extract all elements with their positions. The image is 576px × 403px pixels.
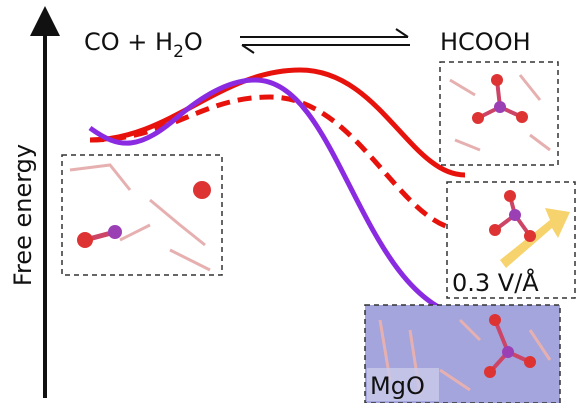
snapshot-product bbox=[439, 61, 559, 166]
equilibrium-arrows bbox=[240, 28, 410, 54]
snapshot-reactant bbox=[61, 154, 223, 276]
field-label: 0.3 V/Å bbox=[452, 268, 539, 297]
curve-field bbox=[89, 94, 466, 233]
surface-label: MgO bbox=[370, 372, 425, 400]
axis-label: Free energy bbox=[9, 144, 37, 286]
snapshot-field: 0.3 V/Å bbox=[446, 181, 576, 299]
curve-neutral bbox=[89, 67, 466, 178]
subscript: 2 bbox=[173, 42, 184, 62]
reactant: CO + H2O bbox=[84, 28, 203, 62]
snapshot-mgo: MgO bbox=[364, 304, 561, 403]
reactant-part: CO + H bbox=[84, 28, 173, 56]
axis-arrowhead bbox=[30, 6, 60, 36]
curve-mgo bbox=[88, 77, 469, 321]
reactant-part: O bbox=[184, 28, 203, 56]
product: HCOOH bbox=[440, 28, 531, 56]
